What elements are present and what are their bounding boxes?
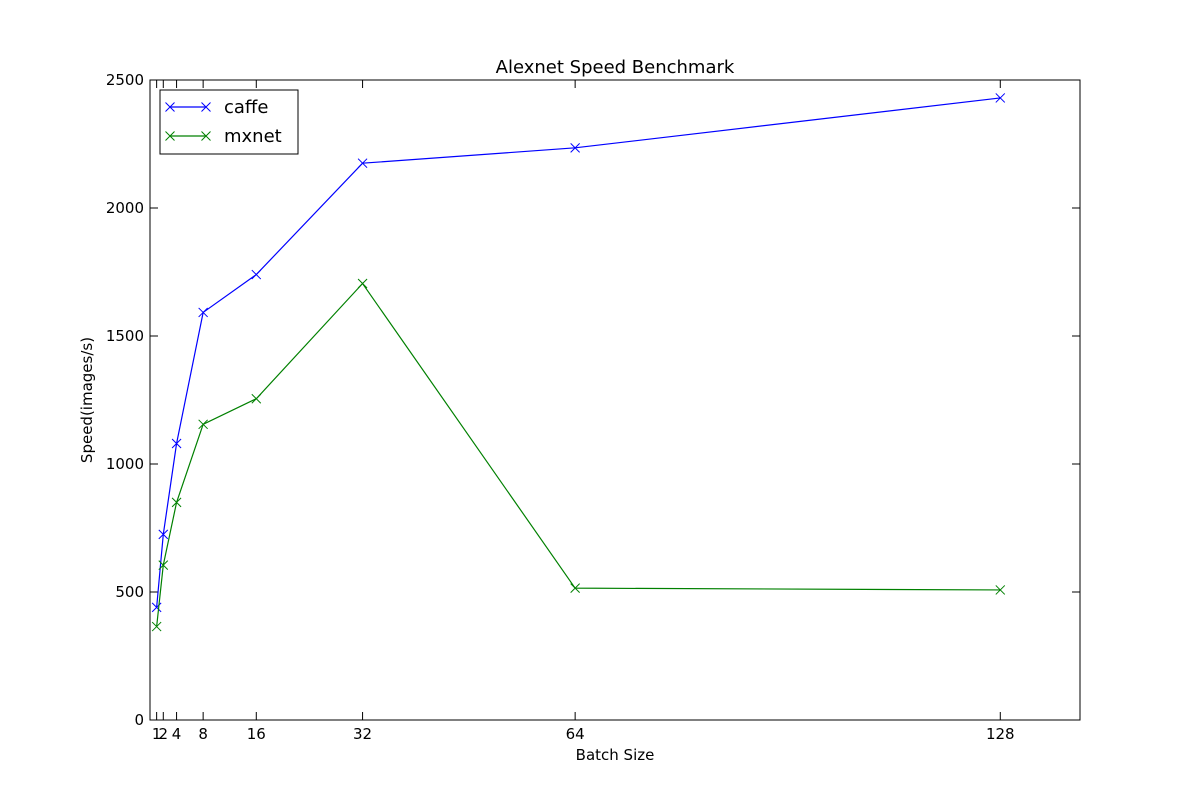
legend-marker-mxnet xyxy=(201,131,211,141)
legend-box xyxy=(159,89,299,155)
y-axis-label: Speed(images/s) xyxy=(78,337,96,463)
legend: caffe mxnet xyxy=(159,89,299,155)
axis-ticks: 12 4 8 16 32 64 128 0 500 1000 1500 2000 2500 xyxy=(106,71,1080,743)
y-tick-label: 2500 xyxy=(106,71,144,89)
data-point-mxnet xyxy=(151,621,162,632)
legend-marker-caffe xyxy=(165,102,175,112)
data-point-mxnet xyxy=(357,278,368,289)
data-point-mxnet xyxy=(158,560,169,570)
data-point-caffe xyxy=(251,269,262,280)
x-tick-label: 8 xyxy=(198,725,208,743)
x-tick-label: 64 xyxy=(566,725,585,743)
y-tick-label: 2000 xyxy=(106,199,144,217)
series-line-caffe xyxy=(156,97,1001,608)
legend-marker-caffe xyxy=(201,102,211,112)
series-layer xyxy=(151,93,1006,632)
data-point-caffe xyxy=(995,93,1006,103)
chart-title: Alexnet Speed Benchmark xyxy=(496,57,735,78)
data-point-mxnet xyxy=(251,393,262,404)
legend-label-mxnet: mxnet xyxy=(224,126,282,147)
x-axis-label: Batch Size xyxy=(576,746,655,764)
data-point-caffe xyxy=(357,158,368,169)
data-point-caffe xyxy=(171,438,182,449)
data-point-mxnet xyxy=(570,583,580,594)
x-tick-label: 2 xyxy=(159,725,169,743)
x-tick-label: 1 xyxy=(152,725,162,743)
data-point-caffe xyxy=(158,529,169,540)
y-tick-label: 500 xyxy=(115,583,144,601)
data-point-caffe xyxy=(198,307,208,318)
x-tick-label: 128 xyxy=(986,725,1015,743)
series-mxnet xyxy=(151,278,1006,632)
y-tick-label: 0 xyxy=(134,711,144,729)
data-point-mxnet xyxy=(995,585,1006,595)
plot-frame xyxy=(149,79,1081,721)
data-point-caffe xyxy=(570,142,580,153)
x-tick-label: 32 xyxy=(353,725,372,743)
legend-label-caffe: caffe xyxy=(224,97,268,118)
y-tick-label: 1000 xyxy=(106,455,144,473)
data-point-mxnet xyxy=(171,497,182,508)
data-point-mxnet xyxy=(198,419,208,430)
x-tick-label: 16 xyxy=(247,725,266,743)
x-tick-label: 4 xyxy=(172,725,182,743)
series-line-mxnet xyxy=(156,282,1001,627)
y-tick-label: 1500 xyxy=(106,327,144,345)
legend-marker-mxnet xyxy=(165,131,175,141)
